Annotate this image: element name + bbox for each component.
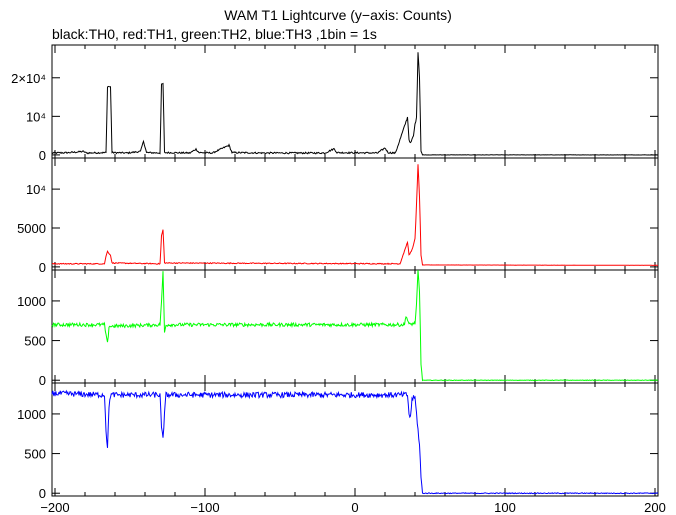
y-tick-label: 500 <box>24 334 46 349</box>
chart-subtitle: black:TH0, red:TH1, green:TH2, blue:TH3 … <box>52 26 377 42</box>
y-tick-label: 10⁴ <box>26 182 46 197</box>
chart-title: WAM T1 Lightcurve (y−axis: Counts) <box>224 7 452 23</box>
y-tick-label: 1000 <box>17 294 46 309</box>
series-line-th1 <box>51 164 659 266</box>
series-line-th3 <box>51 389 659 495</box>
x-tick-label: 200 <box>644 500 666 515</box>
y-tick-label: 0 <box>39 486 46 501</box>
y-tick-label: 1000 <box>17 407 46 422</box>
y-tick-label: 5000 <box>17 221 46 236</box>
panel-frame-th1 <box>51 157 659 271</box>
x-tick-label: −100 <box>190 500 219 515</box>
y-tick-label: 10⁴ <box>26 109 46 124</box>
x-tick-label: 0 <box>351 500 358 515</box>
y-tick-label: 500 <box>24 447 46 462</box>
x-tick-label: −200 <box>40 500 69 515</box>
y-tick-label: 0 <box>39 148 46 163</box>
series-line-th0 <box>51 52 659 156</box>
y-tick-label: 0 <box>39 260 46 275</box>
x-tick-label: 100 <box>494 500 516 515</box>
panel-frame-th3 <box>51 382 659 497</box>
panel-frame-th0 <box>51 44 659 159</box>
y-tick-label: 2×10⁴ <box>11 71 46 86</box>
y-tick-label: 0 <box>39 373 46 388</box>
series-line-th2 <box>51 269 659 382</box>
